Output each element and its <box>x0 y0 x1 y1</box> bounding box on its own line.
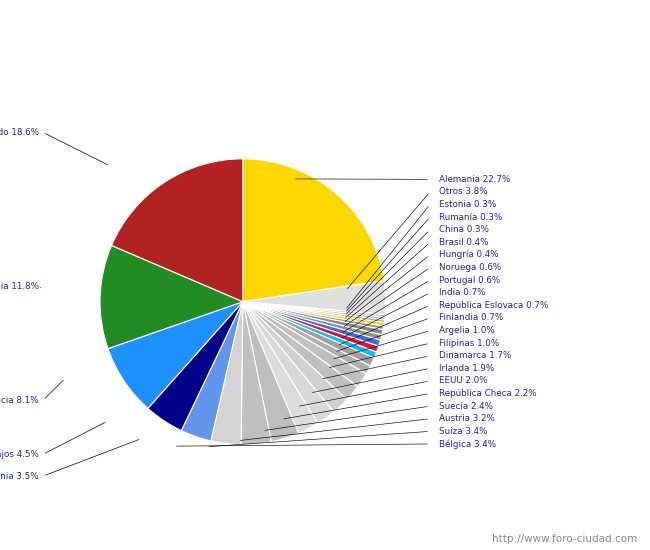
Text: Bélgica 3.4%: Bélgica 3.4% <box>439 439 496 449</box>
Text: Argelia 1.0%: Argelia 1.0% <box>439 326 494 335</box>
Wedge shape <box>148 301 243 431</box>
Text: Brasil 0.4%: Brasil 0.4% <box>439 238 488 247</box>
Text: Países Bajos 4.5%: Países Bajos 4.5% <box>0 450 38 459</box>
Wedge shape <box>243 301 385 320</box>
Wedge shape <box>243 301 382 340</box>
Text: Estonia 0.3%: Estonia 0.3% <box>439 200 496 209</box>
Text: Reino Unido 18.6%: Reino Unido 18.6% <box>0 128 38 137</box>
Text: Austria 3.2%: Austria 3.2% <box>439 414 495 424</box>
Text: Irlanda 1.9%: Irlanda 1.9% <box>439 364 494 373</box>
Wedge shape <box>243 301 298 442</box>
Wedge shape <box>211 301 243 444</box>
Wedge shape <box>243 280 385 315</box>
Text: República Checa 2.2%: República Checa 2.2% <box>439 389 536 398</box>
Text: http://www.foro-ciudad.com: http://www.foro-ciudad.com <box>492 534 637 544</box>
Wedge shape <box>243 301 385 323</box>
Text: Finlandia 0.7%: Finlandia 0.7% <box>439 314 503 322</box>
Text: Suiza 3.4%: Suiza 3.4% <box>439 427 487 436</box>
Wedge shape <box>112 159 243 301</box>
Wedge shape <box>243 301 347 412</box>
Text: EEUU 2.0%: EEUU 2.0% <box>439 376 488 386</box>
Wedge shape <box>243 301 385 317</box>
Text: Alemania 22.7%: Alemania 22.7% <box>439 175 510 184</box>
Wedge shape <box>243 301 383 335</box>
Text: Suecia 2.4%: Suecia 2.4% <box>439 402 493 411</box>
Wedge shape <box>243 301 378 352</box>
Text: Filipinas 1.0%: Filipinas 1.0% <box>439 339 499 348</box>
Wedge shape <box>243 301 384 329</box>
Text: China 0.3%: China 0.3% <box>439 226 489 234</box>
Text: Rumanía 0.3%: Rumanía 0.3% <box>439 213 502 222</box>
Wedge shape <box>243 301 384 326</box>
Wedge shape <box>181 301 243 441</box>
Wedge shape <box>243 301 376 358</box>
Wedge shape <box>243 301 380 346</box>
Text: Polonia 3.5%: Polonia 3.5% <box>0 472 38 481</box>
Wedge shape <box>243 159 384 301</box>
Wedge shape <box>241 301 271 444</box>
Text: India 0.7%: India 0.7% <box>439 288 485 297</box>
Text: República Eslovaca 0.7%: República Eslovaca 0.7% <box>439 301 548 310</box>
Wedge shape <box>243 301 366 387</box>
Wedge shape <box>243 301 333 424</box>
Wedge shape <box>243 301 318 433</box>
Text: Italia 11.8%: Italia 11.8% <box>0 282 38 290</box>
Text: Francia 8.1%: Francia 8.1% <box>0 396 38 405</box>
Text: Noruega 0.6%: Noruega 0.6% <box>439 263 501 272</box>
Text: Dinamarca 1.7%: Dinamarca 1.7% <box>439 351 511 360</box>
Text: Hungría 0.4%: Hungría 0.4% <box>439 250 498 260</box>
Text: Portugal 0.6%: Portugal 0.6% <box>439 276 500 285</box>
Wedge shape <box>243 301 374 366</box>
Wedge shape <box>108 301 243 408</box>
Wedge shape <box>100 245 243 349</box>
Wedge shape <box>243 301 370 374</box>
Wedge shape <box>243 301 358 400</box>
Text: Escorca - Turistas extranjeros según país - Abril de 2024: Escorca - Turistas extranjeros según paí… <box>92 15 558 31</box>
Text: Otros 3.8%: Otros 3.8% <box>439 188 488 196</box>
